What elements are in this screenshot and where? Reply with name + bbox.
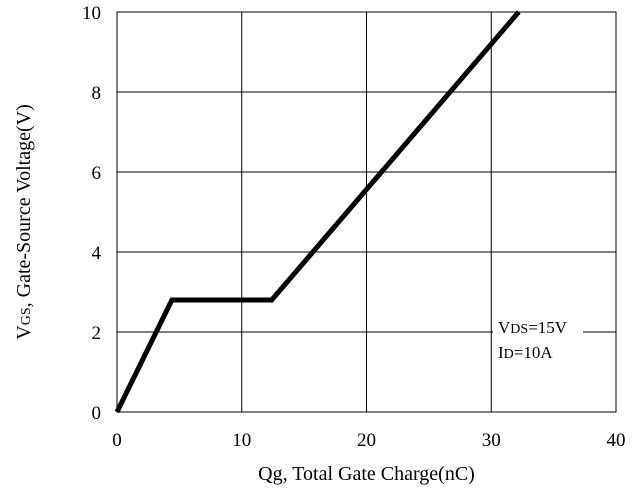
y-tick-label: 6 [92,163,102,184]
y-tick-label: 2 [92,323,102,344]
y-tick-label: 0 [92,403,102,424]
annotation-box [493,314,583,364]
y-tick-labels: 0 2 4 6 8 10 [82,3,102,424]
x-tick-label: 30 [482,430,501,451]
x-tick-label: 10 [232,430,251,451]
series-line [114,10,521,414]
series-layer [114,10,521,414]
y-tick-label: 10 [82,3,101,24]
y-axis-title: VGS, Gate-Source Voltage(V) [13,104,35,339]
plot-frame [116,11,617,413]
y-tick-label: 4 [92,243,102,264]
x-axis-title: Qg, Total Gate Charge(nC) [258,463,475,485]
y-tick-label: 8 [92,83,102,104]
annotation-id: ID=10A [498,343,553,362]
annotation-vds: VDS=15V [498,318,568,337]
x-tick-label: 0 [112,430,122,451]
x-tick-label: 40 [607,430,626,451]
x-tick-label: 20 [357,430,376,451]
x-tick-labels: 0 10 20 30 40 [112,430,625,451]
